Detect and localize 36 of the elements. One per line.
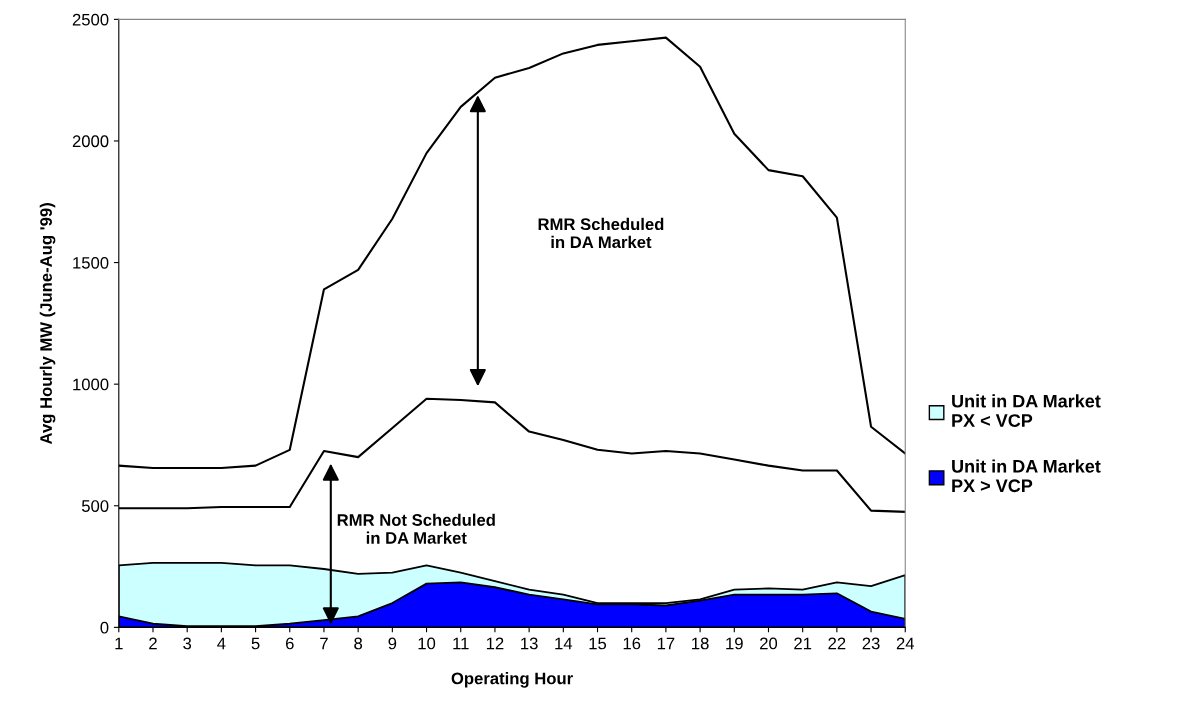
x-tick-label: 19 [726, 637, 743, 650]
y-tick-label: 0 [100, 621, 109, 634]
x-tick-label: 15 [589, 637, 607, 650]
x-tick-label: 10 [418, 637, 436, 650]
y-tick-label: 1500 [73, 256, 109, 269]
x-tick-label: 13 [521, 637, 538, 650]
x-tick-label: 7 [320, 637, 328, 650]
x-tick-label: 22 [828, 637, 846, 650]
x-tick-label: 11 [453, 637, 469, 650]
x-tick-label: 2 [149, 637, 157, 650]
x-tick-label: 6 [285, 637, 294, 650]
x-tick-label: 12 [486, 637, 504, 650]
y-tick-label: 2000 [72, 135, 109, 148]
x-tick-label: 8 [354, 637, 363, 650]
x-tick-label: 24 [896, 637, 915, 650]
y-axis-title: Avg Hourly MW (June-Aug '99) [39, 203, 56, 445]
x-tick-label: 5 [251, 637, 260, 650]
annotation: RMR Scheduled in DA Market [538, 217, 664, 249]
x-tick-label: 17 [657, 637, 675, 650]
y-tick-label: 2500 [72, 13, 109, 26]
x-tick-label: 18 [692, 637, 709, 650]
x-tick-label: 1 [115, 637, 123, 650]
legend-label: Unit in DA Market PX < VCP [952, 394, 1101, 427]
x-tick-label: 9 [388, 637, 397, 650]
y-tick-label: 1000 [73, 378, 109, 391]
x-tick-label: 20 [760, 637, 778, 650]
x-tick-label: 21 [794, 637, 812, 650]
x-tick-label: 23 [862, 637, 880, 650]
x-tick-label: 3 [183, 637, 192, 650]
x-axis-title: Operating Hour [451, 672, 573, 688]
x-tick-label: 4 [217, 637, 226, 650]
legend-label: Unit in DA Market PX > VCP [952, 459, 1101, 493]
x-tick-label: 14 [555, 637, 573, 650]
y-tick-label: 500 [81, 500, 109, 512]
x-tick-label: 16 [623, 637, 641, 650]
annotation: RMR Not Scheduled in DA Market [337, 513, 495, 544]
